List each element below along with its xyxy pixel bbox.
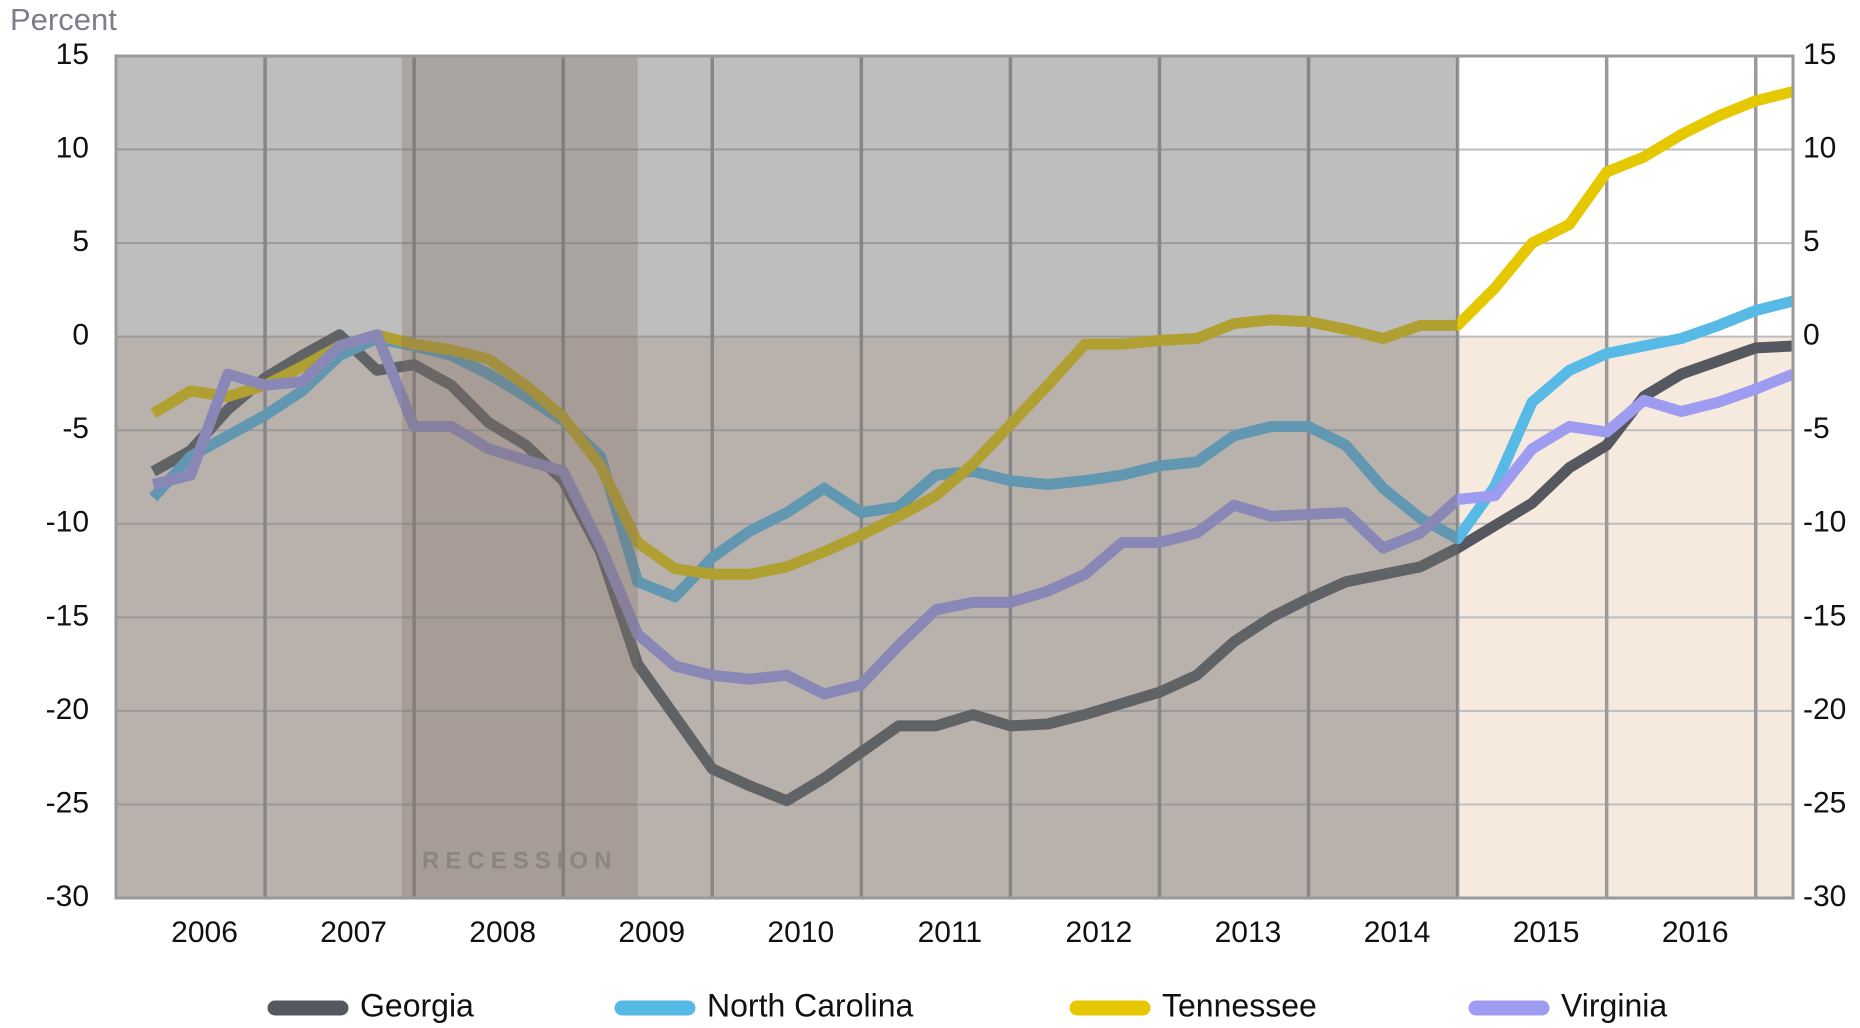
y2-tick-label: 15 [1803,38,1836,71]
y-tick-label: -15 [46,599,89,632]
y-tick-label: -5 [62,412,89,445]
y-tick-label: 15 [56,38,89,71]
y-tick-label: -25 [46,786,89,819]
y-tick-label: 10 [56,131,89,164]
y2-tick-label: -10 [1803,506,1846,539]
y2-tick-label: -5 [1803,412,1830,445]
x-tick-label: 2012 [1066,916,1133,949]
plot-frame [114,54,1795,900]
y-tick-label: -20 [46,693,89,726]
x-tick-label: 2006 [171,916,238,949]
y2-tick-label: -30 [1803,880,1846,913]
x-tick-label: 2009 [618,916,685,949]
y2-tick-label: 0 [1803,319,1820,352]
y-tick-label: -10 [46,506,89,539]
y2-tick-label: 5 [1803,225,1820,258]
y-tick-label: -30 [46,880,89,913]
legend-label: Tennessee [1162,987,1317,1023]
line-series [151,329,1796,700]
y2-tick-label: -20 [1803,693,1846,726]
x-tick-label: 2013 [1215,916,1282,949]
legend-label: Georgia [360,987,474,1023]
legend-label: Virginia [1561,987,1667,1023]
x-tick-label: 2011 [918,916,983,949]
y-tick-label: 0 [72,319,89,352]
y-axis-label: Percent [10,2,117,37]
y2-tick-label: -25 [1803,786,1846,819]
x-tick-label: 2016 [1662,916,1729,949]
x-tick-label: 2008 [469,916,536,949]
line-series [150,86,1795,580]
y2-tick-label: -15 [1803,599,1846,632]
x-tick-label: 2014 [1364,916,1431,949]
recession-band [401,56,638,898]
line-series [150,329,1794,807]
legend-label: North Carolina [707,987,914,1023]
x-tick-label: 2007 [320,916,387,949]
recession-label: RECESSION [422,847,617,874]
history-shade [116,56,1458,898]
y-tick-label: 5 [72,225,89,258]
y2-tick-label: 10 [1803,131,1836,164]
x-tick-label: 2010 [767,916,834,949]
x-tick-label: 2015 [1513,916,1580,949]
